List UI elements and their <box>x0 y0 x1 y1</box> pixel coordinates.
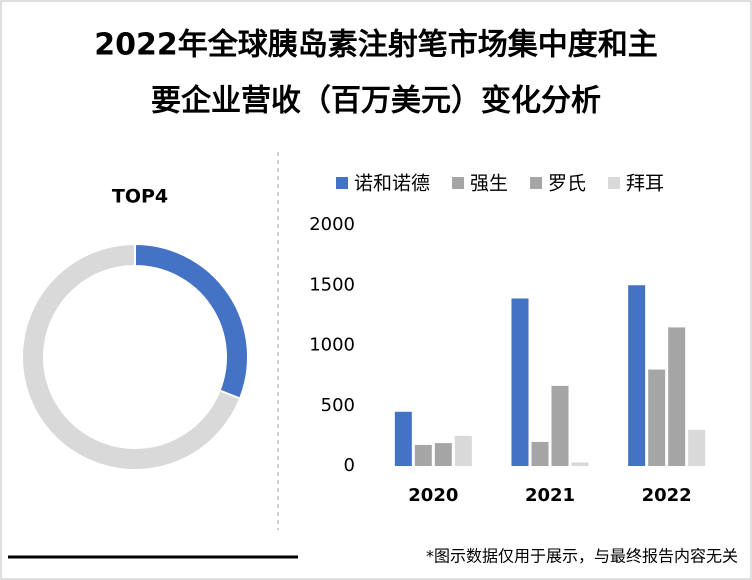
y-tick-label: 500 <box>321 395 355 416</box>
y-tick-label: 2000 <box>309 214 355 235</box>
bar <box>394 411 412 466</box>
legend-swatch <box>452 177 465 189</box>
pie-slice <box>21 242 242 471</box>
chart-title: TOP4 <box>112 186 168 208</box>
bar <box>688 429 706 466</box>
bar <box>454 435 472 466</box>
y-tick-label: 1500 <box>309 274 355 295</box>
bar <box>628 285 646 466</box>
legend-label: 罗氏 <box>548 173 586 195</box>
title-line: 要企业营收（百万美元）变化分析 <box>151 84 601 119</box>
legend-swatch <box>336 177 348 189</box>
bar <box>511 298 529 466</box>
bar <box>531 441 549 466</box>
title-line: 2022年全球胰岛素注射笔市场集中度和主 <box>94 28 658 63</box>
y-tick-label: 1000 <box>309 335 355 356</box>
bar <box>434 443 452 466</box>
legend-label: 诺和诺德 <box>354 173 430 195</box>
bar <box>571 462 589 466</box>
bar <box>551 385 569 466</box>
legend-label: 拜耳 <box>626 173 664 195</box>
footer-note: *图示数据仅用于展示，与最终报告内容无关 <box>426 547 738 566</box>
x-tick-label: 2021 <box>525 485 575 506</box>
x-tick-label: 2022 <box>642 485 692 506</box>
x-tick-label: 2020 <box>408 485 458 506</box>
bar <box>414 444 432 466</box>
legend-label: 强生 <box>470 173 508 195</box>
legend-swatch <box>608 177 621 189</box>
legend-swatch <box>530 177 543 189</box>
y-tick-label: 0 <box>344 455 355 476</box>
bar <box>668 327 686 466</box>
bar <box>648 369 666 466</box>
